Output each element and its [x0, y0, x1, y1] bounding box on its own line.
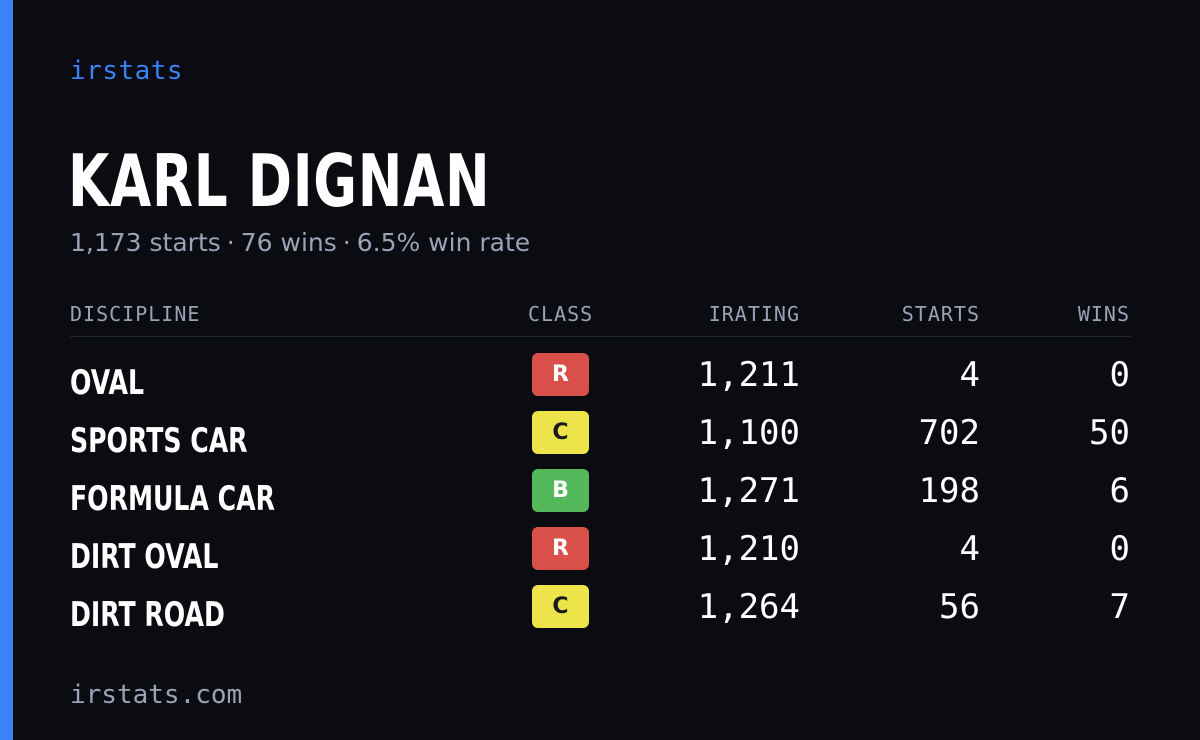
starts-value: 4 [959, 355, 980, 395]
class-badge: R [532, 353, 589, 396]
wins-value: 50 [1089, 413, 1130, 453]
starts-value: 56 [939, 587, 980, 627]
driver-name: KARL DIGNAN [68, 139, 491, 223]
irating-value: 1,264 [697, 587, 800, 627]
summary-separator: · [226, 228, 235, 257]
discipline-name: FORMULA CAR [70, 479, 275, 519]
starts-value: 198 [918, 471, 980, 511]
header-discipline: DISCIPLINE [70, 302, 201, 326]
discipline-name: DIRT ROAD [70, 595, 225, 635]
class-badge: R [532, 527, 589, 570]
irating-value: 1,271 [697, 471, 800, 511]
irating-value: 1,211 [697, 355, 800, 395]
table-row: DIRT OVAL R 1,210 4 0 [70, 527, 1132, 585]
wins-value: 6 [1109, 471, 1130, 511]
header-irating: IRATING [708, 302, 800, 326]
discipline-name: DIRT OVAL [70, 537, 219, 577]
footer-url: irstats.com [70, 680, 243, 710]
discipline-name: OVAL [70, 363, 144, 403]
table-row: FORMULA CAR B 1,271 198 6 [70, 469, 1132, 527]
irating-value: 1,100 [697, 413, 800, 453]
brand-logo: irstats [70, 56, 184, 86]
summary-starts: 1,173 starts [70, 228, 221, 257]
starts-value: 4 [959, 529, 980, 569]
table-row: OVAL R 1,211 4 0 [70, 353, 1132, 411]
table-header: DISCIPLINE CLASS IRATING STARTS WINS [70, 296, 1132, 337]
discipline-table: DISCIPLINE CLASS IRATING STARTS WINS OVA… [70, 296, 1132, 643]
summary-wins: 76 wins [240, 228, 337, 257]
table-row: DIRT ROAD C 1,264 56 7 [70, 585, 1132, 643]
table-row: SPORTS CAR C 1,100 702 50 [70, 411, 1132, 469]
driver-summary: 1,173 starts · 76 wins · 6.5% win rate [70, 228, 530, 257]
discipline-name: SPORTS CAR [70, 421, 248, 461]
wins-value: 7 [1109, 587, 1130, 627]
header-wins: WINS [1077, 302, 1130, 326]
class-badge: B [532, 469, 589, 512]
header-class: CLASS [528, 302, 594, 326]
class-badge: C [532, 585, 589, 628]
accent-bar [0, 0, 13, 740]
header-starts: STARTS [901, 302, 980, 326]
summary-separator: · [342, 228, 351, 257]
irating-value: 1,210 [697, 529, 800, 569]
summary-winrate: 6.5% win rate [356, 228, 531, 257]
class-badge: C [532, 411, 589, 454]
wins-value: 0 [1109, 529, 1130, 569]
wins-value: 0 [1109, 355, 1130, 395]
starts-value: 702 [918, 413, 980, 453]
